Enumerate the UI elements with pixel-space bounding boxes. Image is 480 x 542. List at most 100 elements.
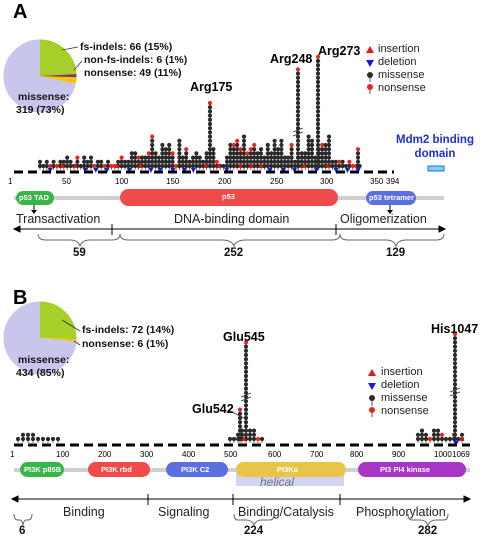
mutation-dot xyxy=(419,436,425,442)
mutation-dot xyxy=(231,151,236,156)
mutation-dot xyxy=(126,163,131,169)
mdm2-domain-box xyxy=(427,165,445,172)
mutation-dot xyxy=(156,159,162,164)
mutation-dot xyxy=(153,155,158,160)
mutation-dot xyxy=(330,163,335,169)
panel-label-a: A xyxy=(13,1,28,23)
mutation-dot xyxy=(241,138,247,143)
mutation-dot xyxy=(228,142,233,148)
mutation-dot xyxy=(237,436,243,442)
mutation-dot xyxy=(343,163,349,169)
mutation-dot xyxy=(150,155,155,160)
legend-deletion-a: deletion xyxy=(378,56,417,68)
count-224: 224 xyxy=(244,525,264,537)
mutation-dot xyxy=(194,163,199,169)
mutation-dot xyxy=(315,84,321,89)
nonsense-marker-icon xyxy=(369,407,375,413)
mutation-dot xyxy=(243,420,249,425)
mutation-dot xyxy=(269,151,274,156)
mutation-dot xyxy=(241,155,247,160)
mutation-dot xyxy=(133,163,138,169)
mutation-dot xyxy=(207,151,213,156)
mutation-dot xyxy=(126,159,131,164)
mutation-dot xyxy=(452,415,458,421)
insertion-marker xyxy=(301,163,307,168)
mutation-dot xyxy=(150,147,155,152)
axis-break-mark xyxy=(240,396,252,402)
domain-pi3k-p85b xyxy=(20,462,64,477)
count-129: 129 xyxy=(386,247,406,259)
mutation-dot xyxy=(452,331,458,337)
mutation-dot xyxy=(282,163,287,169)
mutation-dot xyxy=(51,159,56,164)
function-binding-catalysis: Binding/Catalysis xyxy=(238,505,334,519)
pie-label-nonsense-b: nonsense: 6 (1%) xyxy=(82,338,169,350)
mutation-dot xyxy=(355,147,361,152)
mutation-dot xyxy=(315,71,321,76)
mutation-dot xyxy=(306,147,311,152)
insertion-marker xyxy=(59,163,65,168)
axis-break-mark xyxy=(292,131,304,137)
mutation-dot xyxy=(243,432,249,437)
mutation-dot xyxy=(259,436,265,442)
mutation-dot xyxy=(187,163,192,169)
mutation-dot xyxy=(315,142,321,148)
mutation-dot xyxy=(243,382,249,387)
mutation-dot xyxy=(279,142,284,148)
mutation-dot xyxy=(315,138,321,143)
mutation-dot xyxy=(452,352,458,358)
mutation-dot xyxy=(245,155,250,160)
mutation-dot xyxy=(231,163,236,169)
mutation-dot xyxy=(201,159,206,164)
mutation-dot xyxy=(78,163,83,169)
mutation-dot xyxy=(452,403,458,408)
mutation-dot xyxy=(315,88,321,93)
mutation-dot xyxy=(315,54,321,59)
mutation-dot xyxy=(295,79,301,85)
mutation-dot xyxy=(231,436,237,442)
mutation-dot xyxy=(133,151,138,156)
mutation-dot xyxy=(262,159,267,164)
mutation-dot xyxy=(299,155,304,160)
mutation-dot xyxy=(37,163,43,169)
count-6: 6 xyxy=(19,525,26,537)
mutation-dot xyxy=(68,159,73,164)
mutation-dot xyxy=(295,155,301,160)
mutation-dot xyxy=(323,151,328,156)
mdm2-label: Mdm2 binding domain xyxy=(390,133,480,161)
domain-label-kinase: PI3 PI4 kinase xyxy=(380,465,431,474)
axis-tick-label: 300 xyxy=(320,177,334,186)
mutation-dot xyxy=(243,344,249,349)
mutation-dot xyxy=(452,373,458,379)
mutation-dot xyxy=(116,159,121,164)
mutation-dot xyxy=(153,159,158,164)
mutation-dot xyxy=(295,67,301,72)
mutation-dot xyxy=(119,155,124,160)
hotspot-label-glu545: Glu545 xyxy=(223,330,265,344)
mutation-dot xyxy=(333,159,338,164)
mutation-dot xyxy=(295,71,301,76)
mutation-dot xyxy=(279,138,284,143)
mutation-dot xyxy=(187,159,192,164)
legend-insertion-a: insertion xyxy=(378,43,420,55)
mutation-dot xyxy=(452,378,458,383)
mutation-dot xyxy=(177,142,182,148)
mutation-dot xyxy=(243,394,249,400)
mutation-dot xyxy=(320,142,325,148)
mutation-dot xyxy=(265,151,270,156)
mutation-dot xyxy=(227,436,233,442)
pie-slice-fs-indels xyxy=(40,38,77,76)
mutation-dot xyxy=(68,163,73,169)
mutation-dot xyxy=(262,163,267,169)
mutation-dot xyxy=(452,407,458,412)
mutation-dot xyxy=(435,436,441,442)
mutation-dot xyxy=(228,159,233,164)
mutation-dot xyxy=(251,428,257,433)
mutation-dot xyxy=(194,159,199,164)
mutation-dot xyxy=(295,121,301,127)
mutation-dot xyxy=(190,155,196,160)
pie-slice-missense-b xyxy=(2,301,77,375)
mutation-dot xyxy=(289,147,294,152)
mutation-dot xyxy=(252,142,257,148)
mutation-dot xyxy=(204,159,209,164)
